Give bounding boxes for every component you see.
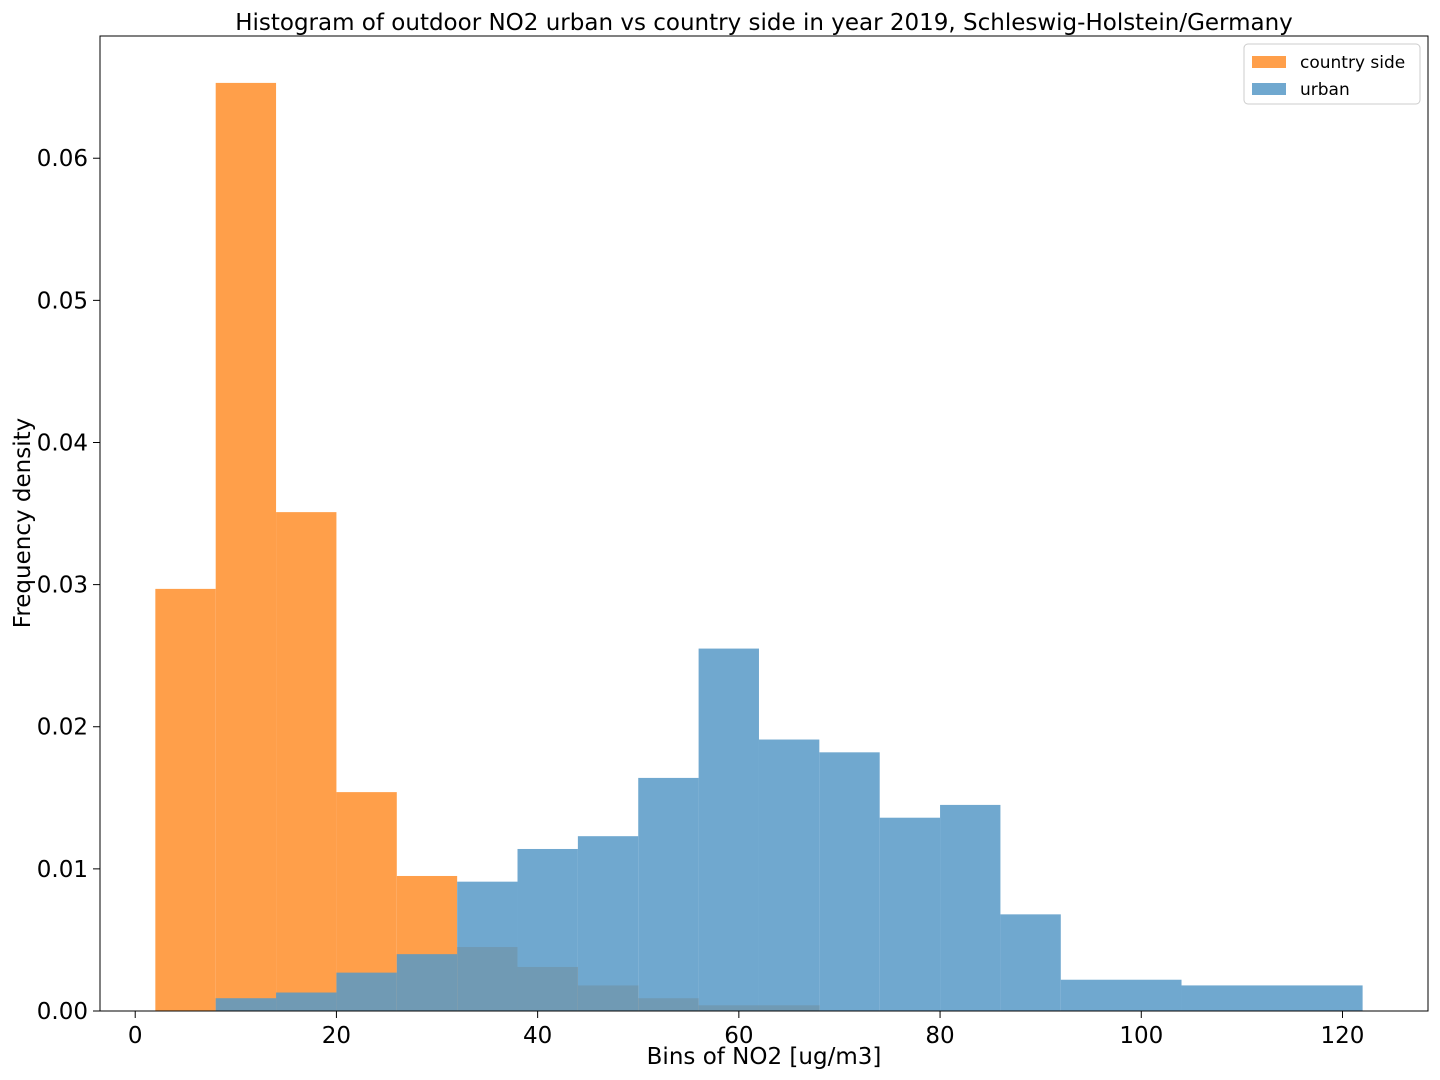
bar-urban-0 [215, 998, 277, 1011]
chart-title: Histogram of outdoor NO2 urban vs countr… [235, 10, 1293, 36]
x-tick-label: 100 [1119, 1023, 1163, 1049]
bar-urban-13 [1000, 914, 1061, 1011]
y-axis-label: Frequency density [10, 418, 36, 628]
x-tick-label: 120 [1321, 1023, 1365, 1049]
y-tick-label: 0.03 [37, 573, 88, 599]
bar-urban-5 [517, 848, 578, 1011]
x-axis-label: Bins of NO2 [ug/m3] [647, 1044, 882, 1070]
y-tick-label: 0.04 [37, 430, 88, 456]
y-tick-label: 0.00 [37, 999, 88, 1025]
x-tick-label: 60 [724, 1023, 753, 1049]
y-tick-label: 0.02 [37, 715, 88, 741]
x-tick-label: 40 [523, 1023, 552, 1049]
bar-urban-6 [577, 836, 639, 1011]
bar-urban-15 [1181, 985, 1363, 1011]
bar-urban-9 [758, 739, 820, 1011]
plot-frame [99, 35, 1429, 1012]
legend-swatch-country-side [1252, 56, 1286, 68]
x-tick-label: 0 [128, 1023, 143, 1049]
bars-layer [155, 82, 1363, 1011]
y-axis-ticks: 0.00 0.01 0.02 0.03 0.04 0.05 0.06 [37, 146, 100, 1025]
bar-country-side-2 [276, 512, 337, 1011]
y-tick-label: 0.05 [37, 288, 88, 314]
bar-country-side-0 [155, 588, 216, 1011]
y-tick-label: 0.06 [37, 146, 88, 172]
x-tick-label: 20 [322, 1023, 351, 1049]
bar-urban-10 [819, 752, 880, 1011]
legend-swatch-urban [1252, 83, 1286, 95]
bar-urban-4 [457, 881, 518, 1011]
bar-urban-11 [879, 817, 941, 1011]
x-axis-ticks: 0 20 40 60 80 100 120 [128, 1011, 1365, 1049]
bar-urban-2 [336, 972, 397, 1011]
y-tick-label: 0.01 [37, 857, 88, 883]
bar-urban-12 [940, 804, 1001, 1011]
bar-urban-14 [1060, 979, 1182, 1011]
bar-urban-1 [276, 992, 337, 1011]
legend-box [1243, 43, 1421, 105]
legend-label-urban: urban [1300, 80, 1350, 100]
bar-urban-3 [396, 954, 458, 1011]
x-tick-label: 80 [925, 1023, 954, 1049]
bar-urban-8 [698, 648, 759, 1011]
bar-urban-7 [638, 777, 699, 1011]
legend-label-country-side: country side [1300, 53, 1405, 73]
bar-country-side-1 [215, 82, 277, 1011]
legend: country side urban [1243, 43, 1421, 105]
